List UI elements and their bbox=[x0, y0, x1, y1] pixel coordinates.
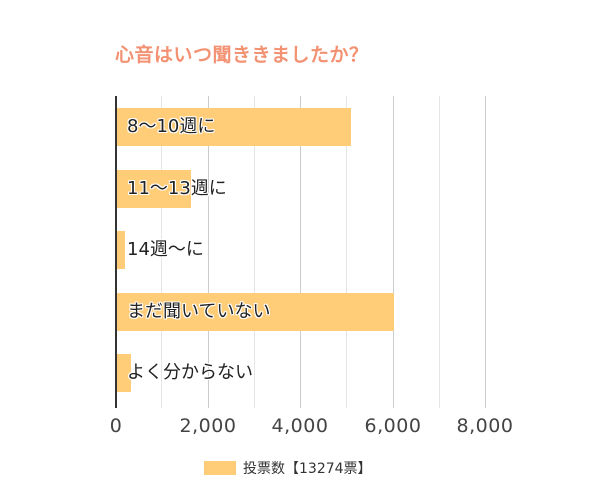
bar-11-13-weeks[interactable] bbox=[116, 170, 191, 208]
x-tick-6000: 6,000 bbox=[364, 415, 422, 437]
gridline-1000 bbox=[161, 96, 162, 408]
bar-label-11-13-weeks: 11～13週に bbox=[127, 178, 227, 199]
gridline-2000 bbox=[208, 96, 209, 408]
gridline-6000 bbox=[393, 96, 394, 408]
x-tick-0: 0 bbox=[109, 415, 123, 437]
plot-area: 8～10週に 11～13週に 14週～に まだ聞いていない よく分からない bbox=[115, 96, 515, 408]
bar-label-8-10-weeks: 8～10週に bbox=[127, 116, 216, 137]
x-tick-4000: 4,000 bbox=[271, 415, 329, 437]
x-tick-2000: 2,000 bbox=[179, 415, 237, 437]
gridline-8000 bbox=[485, 96, 486, 408]
x-tick-8000: 8,000 bbox=[456, 415, 514, 437]
bar-8-10-weeks[interactable] bbox=[116, 108, 351, 146]
legend-swatch bbox=[204, 461, 236, 475]
y-axis-line bbox=[115, 96, 117, 408]
legend[interactable]: 投票数【13274票】 bbox=[204, 459, 372, 477]
gridline-7000 bbox=[439, 96, 440, 408]
gridline-5000 bbox=[346, 96, 347, 408]
gridline-4000 bbox=[300, 96, 301, 408]
chart-title: 心音はいつ聞ききましたか？ bbox=[115, 44, 369, 66]
bar-14-weeks-plus[interactable] bbox=[116, 231, 125, 269]
bar-label-not-yet-heard: まだ聞いていない bbox=[127, 301, 271, 322]
bar-not-sure[interactable] bbox=[116, 354, 131, 392]
legend-label: 投票数【13274票】 bbox=[243, 461, 372, 477]
bar-label-not-sure: よく分からない bbox=[127, 362, 253, 383]
gridline-3000 bbox=[254, 96, 255, 408]
bar-label-14-weeks-plus: 14週～に bbox=[127, 239, 204, 260]
bar-not-yet-heard[interactable] bbox=[116, 293, 394, 331]
